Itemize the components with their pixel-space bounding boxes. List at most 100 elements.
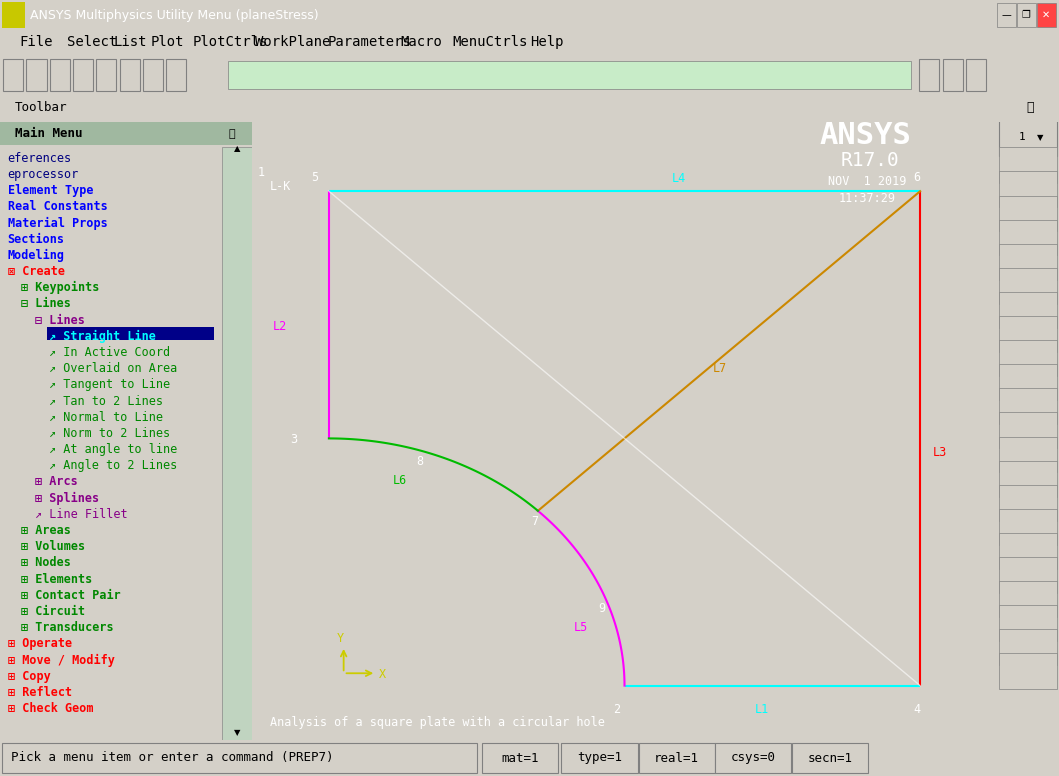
FancyBboxPatch shape — [715, 743, 791, 773]
Text: real=1: real=1 — [654, 751, 699, 764]
FancyBboxPatch shape — [1000, 605, 1057, 641]
Text: ⊞ Move / Modify: ⊞ Move / Modify — [7, 653, 114, 667]
FancyBboxPatch shape — [482, 743, 558, 773]
FancyBboxPatch shape — [1000, 581, 1057, 617]
FancyBboxPatch shape — [166, 59, 186, 91]
Bar — [0, 122, 252, 145]
FancyBboxPatch shape — [1000, 147, 1057, 183]
FancyBboxPatch shape — [1000, 509, 1057, 545]
Bar — [228, 61, 911, 89]
Text: ⊟ Lines: ⊟ Lines — [35, 314, 85, 327]
Text: Macro: Macro — [400, 35, 443, 49]
Text: Real Constants: Real Constants — [7, 200, 107, 213]
FancyBboxPatch shape — [1000, 196, 1057, 231]
FancyBboxPatch shape — [73, 59, 93, 91]
Text: 11:37:29: 11:37:29 — [839, 192, 896, 205]
Text: eprocessor: eprocessor — [7, 168, 78, 181]
Text: Modeling: Modeling — [7, 249, 65, 262]
Text: secn=1: secn=1 — [808, 751, 852, 764]
Bar — [47, 327, 214, 341]
Text: Element Type: Element Type — [7, 184, 93, 197]
FancyBboxPatch shape — [1000, 119, 1057, 156]
Text: 2: 2 — [613, 703, 620, 715]
Bar — [221, 147, 252, 740]
Text: ⊞ Check Geom: ⊞ Check Geom — [7, 702, 93, 715]
Text: ❐: ❐ — [1022, 10, 1030, 20]
Text: ⊞ Elements: ⊞ Elements — [21, 573, 93, 586]
Text: ▲: ▲ — [234, 144, 240, 153]
Text: ↗ Tangent to Line: ↗ Tangent to Line — [49, 379, 170, 391]
Text: L3: L3 — [933, 445, 948, 459]
Text: WorkPlane: WorkPlane — [255, 35, 330, 49]
Text: List: List — [113, 35, 147, 49]
Bar — [2, 2, 25, 28]
Text: eferences: eferences — [7, 151, 72, 165]
Text: ▶: ▶ — [221, 747, 227, 752]
Text: ↗ Line Fillet: ↗ Line Fillet — [35, 508, 128, 521]
Text: File: File — [19, 35, 53, 49]
Text: Pick a menu item or enter a command (PREP7): Pick a menu item or enter a command (PRE… — [11, 751, 334, 764]
Text: ⊟ Lines: ⊟ Lines — [21, 297, 71, 310]
Text: 4: 4 — [913, 703, 920, 715]
Text: L5: L5 — [574, 622, 589, 634]
FancyBboxPatch shape — [561, 743, 638, 773]
Text: MenuCtrls: MenuCtrls — [452, 35, 527, 49]
FancyBboxPatch shape — [50, 59, 70, 91]
Text: ⊠ Create: ⊠ Create — [7, 265, 65, 278]
FancyBboxPatch shape — [1000, 364, 1057, 400]
Text: ⊞ Operate: ⊞ Operate — [7, 637, 72, 650]
Text: L6: L6 — [393, 474, 407, 487]
Bar — [1037, 3, 1056, 27]
FancyBboxPatch shape — [639, 743, 715, 773]
Text: ⊞ Copy: ⊞ Copy — [7, 670, 51, 683]
FancyBboxPatch shape — [966, 59, 986, 91]
Text: 1: 1 — [1019, 133, 1025, 143]
Text: L-K: L-K — [270, 180, 291, 192]
FancyBboxPatch shape — [1000, 388, 1057, 424]
Text: —: — — [1001, 10, 1011, 20]
FancyBboxPatch shape — [1000, 268, 1057, 303]
Text: Select: Select — [67, 35, 116, 49]
FancyBboxPatch shape — [143, 59, 163, 91]
Text: ANSYS Multiphysics Utility Menu (planeStress): ANSYS Multiphysics Utility Menu (planeSt… — [30, 9, 319, 22]
Text: ⊞ Volumes: ⊞ Volumes — [21, 540, 86, 553]
Text: ⊞ Transducers: ⊞ Transducers — [21, 622, 114, 634]
Text: Analysis of a square plate with a circular hole: Analysis of a square plate with a circul… — [270, 716, 605, 729]
Bar — [997, 3, 1016, 27]
Text: R17.0: R17.0 — [840, 151, 899, 171]
FancyBboxPatch shape — [1000, 316, 1057, 352]
Text: ↗ Normal to Line: ↗ Normal to Line — [49, 411, 163, 424]
Text: 1: 1 — [258, 166, 265, 179]
Text: ↗ In Active Coord: ↗ In Active Coord — [49, 346, 170, 359]
Text: type=1: type=1 — [577, 751, 622, 764]
FancyBboxPatch shape — [1000, 557, 1057, 593]
Text: ✕: ✕ — [1042, 10, 1051, 20]
FancyBboxPatch shape — [1000, 437, 1057, 473]
FancyBboxPatch shape — [792, 743, 868, 773]
FancyBboxPatch shape — [1000, 653, 1057, 689]
FancyBboxPatch shape — [1000, 244, 1057, 279]
Text: 7: 7 — [532, 515, 539, 528]
Text: Toolbar: Toolbar — [15, 102, 68, 115]
Text: ↗ Angle to 2 Lines: ↗ Angle to 2 Lines — [49, 459, 178, 473]
Text: 5: 5 — [311, 171, 319, 185]
Text: NOV  1 2019: NOV 1 2019 — [828, 175, 907, 189]
Text: Sections: Sections — [7, 233, 65, 246]
Text: csys=0: csys=0 — [731, 751, 775, 764]
Text: L1: L1 — [755, 703, 769, 715]
Text: PlotCtrls: PlotCtrls — [193, 35, 268, 49]
Text: ↗ Tan to 2 Lines: ↗ Tan to 2 Lines — [49, 394, 163, 407]
Text: 6: 6 — [913, 171, 920, 185]
FancyBboxPatch shape — [1000, 629, 1057, 665]
Text: Plot: Plot — [150, 35, 184, 49]
Bar — [0, 740, 221, 759]
Text: Help: Help — [531, 35, 564, 49]
Bar — [1017, 3, 1036, 27]
FancyBboxPatch shape — [1000, 340, 1057, 376]
FancyBboxPatch shape — [943, 59, 963, 91]
Text: 3: 3 — [290, 433, 298, 446]
FancyBboxPatch shape — [1000, 485, 1057, 521]
Text: ⊞ Keypoints: ⊞ Keypoints — [21, 281, 100, 294]
Text: Main Menu: Main Menu — [15, 127, 83, 140]
Text: L4: L4 — [671, 172, 686, 185]
